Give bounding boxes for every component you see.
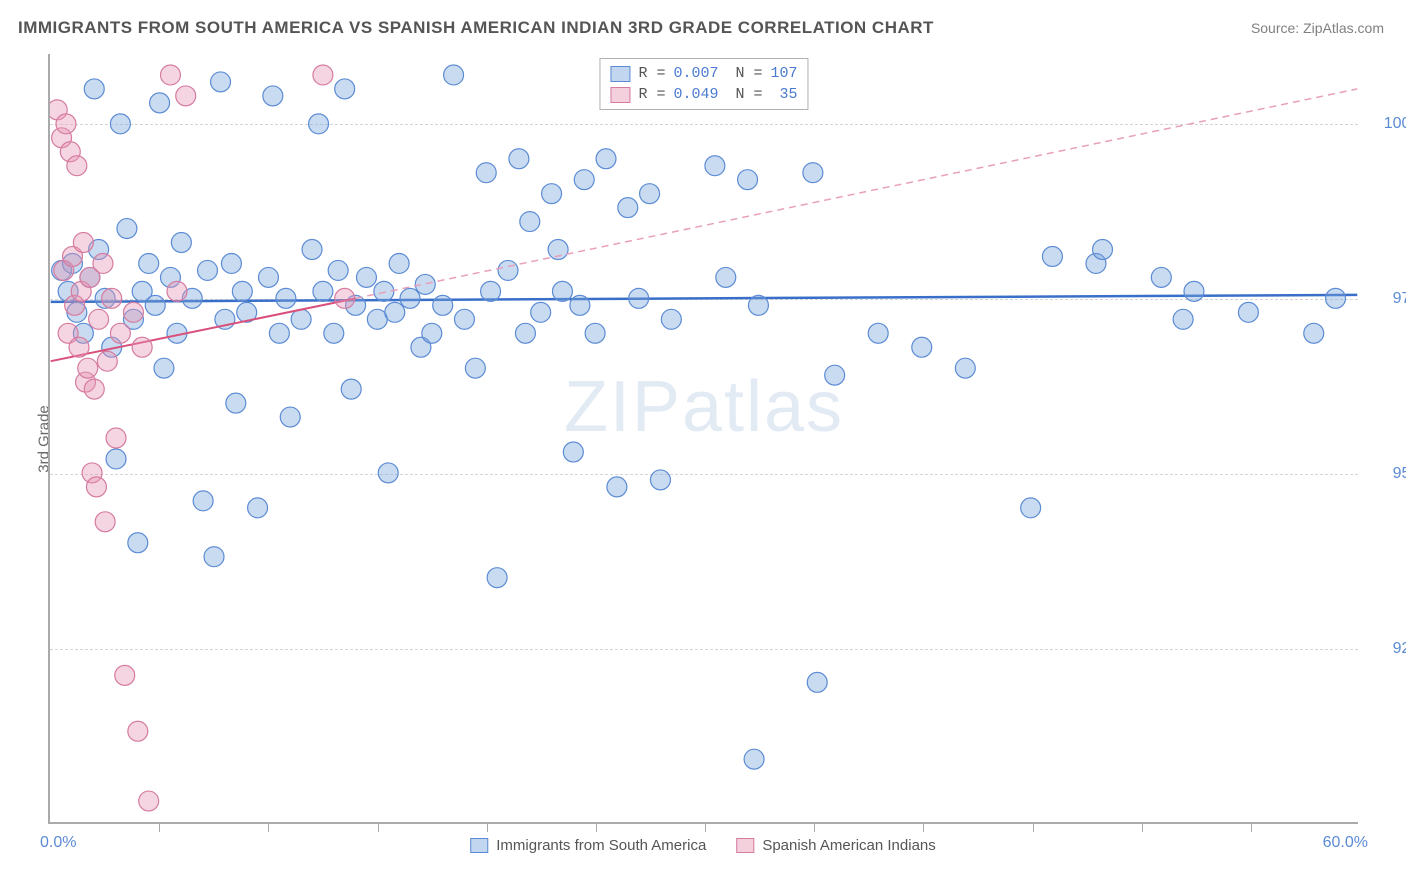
- y-tick-label: 100.0%: [1368, 115, 1406, 133]
- legend-swatch-icon: [470, 838, 488, 853]
- gridline: [50, 474, 1358, 475]
- legend-series: Immigrants from South America Spanish Am…: [470, 837, 936, 854]
- chart-title: IMMIGRANTS FROM SOUTH AMERICA VS SPANISH…: [18, 18, 934, 38]
- legend-item-1: Immigrants from South America: [470, 837, 706, 854]
- y-tick-label: 97.5%: [1368, 290, 1406, 308]
- x-tick: [378, 822, 379, 832]
- x-tick: [268, 822, 269, 832]
- x-axis-min-label: 0.0%: [40, 834, 76, 852]
- legend-stats-row-1: R = 0.007 N = 107: [610, 63, 797, 84]
- y-tick-label: 92.5%: [1368, 640, 1406, 658]
- legend-swatch-blue: [610, 66, 630, 82]
- source-link[interactable]: ZipAtlas.com: [1303, 20, 1384, 36]
- x-tick: [705, 822, 706, 832]
- x-tick: [596, 822, 597, 832]
- source-attribution: Source: ZipAtlas.com: [1251, 20, 1384, 36]
- x-tick: [487, 822, 488, 832]
- watermark: ZIPatlas: [564, 366, 844, 448]
- legend-r-label: R =: [638, 84, 665, 105]
- source-label: Source:: [1251, 20, 1299, 36]
- legend-swatch-icon: [736, 838, 754, 853]
- plot-area: ZIPatlas 92.5%95.0%97.5%100.0% R = 0.007…: [48, 54, 1358, 824]
- legend-n-label: N =: [726, 63, 762, 84]
- x-tick: [1251, 822, 1252, 832]
- legend-n-value-1: 107: [771, 63, 798, 84]
- x-tick: [159, 822, 160, 832]
- x-tick: [1142, 822, 1143, 832]
- legend-item-2: Spanish American Indians: [736, 837, 935, 854]
- gridline: [50, 649, 1358, 650]
- legend-r-value-2: 0.049: [673, 84, 718, 105]
- scatter-overlay: [50, 54, 1358, 822]
- legend-n-value-2: 35: [771, 84, 798, 105]
- legend-stats-row-2: R = 0.049 N = 35: [610, 84, 797, 105]
- legend-n-label: N =: [726, 84, 762, 105]
- x-tick: [923, 822, 924, 832]
- gridline: [50, 299, 1358, 300]
- x-axis-max-label: 60.0%: [1323, 834, 1368, 852]
- legend-label-1: Immigrants from South America: [496, 837, 706, 854]
- x-tick: [814, 822, 815, 832]
- x-tick: [1033, 822, 1034, 832]
- y-tick-label: 95.0%: [1368, 465, 1406, 483]
- legend-r-label: R =: [638, 63, 665, 84]
- legend-stats: R = 0.007 N = 107 R = 0.049 N = 35: [599, 58, 808, 110]
- legend-label-2: Spanish American Indians: [762, 837, 935, 854]
- legend-swatch-pink: [610, 87, 630, 103]
- gridline: [50, 124, 1358, 125]
- legend-r-value-1: 0.007: [673, 63, 718, 84]
- chart-area: 3rd Grade ZIPatlas 92.5%95.0%97.5%100.0%…: [48, 54, 1358, 824]
